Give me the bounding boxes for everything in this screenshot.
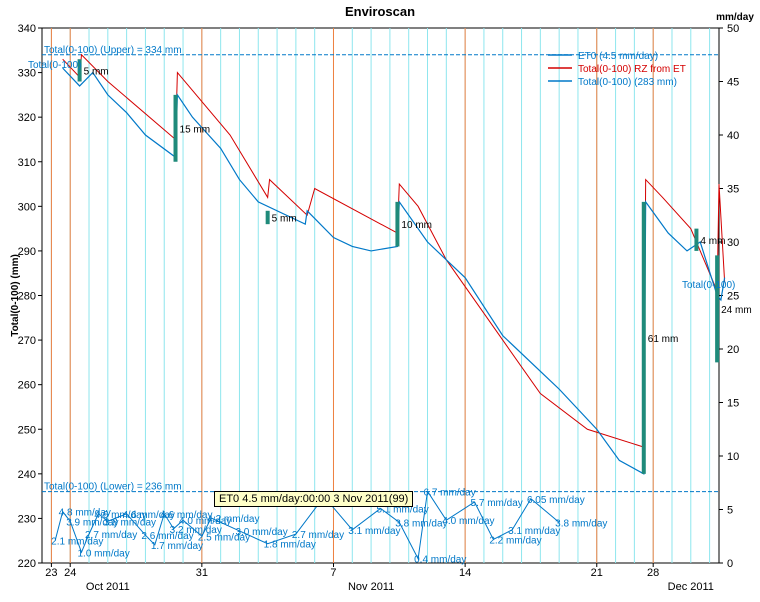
y2-tick-label: 5: [727, 505, 733, 517]
month-label: Oct 2011: [86, 581, 130, 593]
legend-label: Total(0-100) RZ from ET: [578, 64, 686, 75]
x-tick-label: 14: [459, 567, 471, 579]
irrigation-label: 5 mm: [84, 66, 109, 77]
month-label: Nov 2011: [348, 581, 394, 593]
et0-data-label: 3.8 mm/day: [104, 517, 156, 528]
et0-data-label: 3.8 mm/day: [395, 518, 447, 529]
irrigation-label: 10 mm: [401, 220, 432, 231]
y-tick-label: 320: [18, 112, 36, 124]
y-tick-label: 230: [18, 513, 36, 525]
y2-tick-label: 15: [727, 398, 739, 410]
y2-tick-label: 45: [727, 77, 739, 89]
y-tick-label: 310: [18, 157, 36, 169]
y-axis-label: Total(0-100) (mm): [10, 254, 21, 337]
et0-data-label: 3.2 mm/day: [170, 525, 222, 536]
et0-data-label: 3.0 mm/day: [235, 527, 287, 538]
et0-data-label: 5.7 mm/day: [471, 498, 523, 509]
et0-data-label: 5.1 mm/day: [377, 504, 429, 515]
y2-axis-label: mm/day: [716, 12, 754, 23]
et0-data-label: 2.6 mm/day: [141, 531, 193, 542]
et0-data-label: 4.6 mm/day: [123, 510, 175, 521]
y2-tick-label: 30: [727, 237, 739, 249]
et0-data-label: 3.1 mm/day: [348, 526, 400, 537]
et0-data-label: 3.9 mm/day: [66, 517, 118, 528]
et0-data-label: 1.7 mm/day: [151, 541, 203, 552]
x-tick-label: 28: [647, 567, 659, 579]
y2-tick-label: 20: [727, 344, 739, 356]
et0-data-label: 3.1 mm/day: [508, 526, 560, 537]
legend-label: ET0 (4.5 mm/day): [578, 51, 658, 62]
et0-data-label: 2.5 mm/day: [198, 532, 250, 543]
plot-area: [41, 27, 720, 564]
legend-label: Total(0-100) (283 mm): [578, 77, 677, 88]
x-tick-label: 7: [330, 567, 336, 579]
x-tick-label: 31: [196, 567, 208, 579]
et0-data-label: 2.7 mm/day: [85, 530, 137, 541]
et0-data-label: 4.0 mm/day: [179, 516, 231, 527]
series-end-label: Total(0-100): [682, 280, 735, 291]
et0-data-label: 3.8 mm/day: [555, 518, 607, 529]
x-tick-label: 21: [591, 567, 603, 579]
irrigation-label: 15 mm: [180, 124, 211, 135]
reference-line-label: Total(0-100) (Upper) = 334 mm: [44, 45, 182, 56]
y2-tick-label: 25: [727, 291, 739, 303]
y-tick-label: 280: [18, 291, 36, 303]
et0-data-label: 1.0 mm/day: [77, 548, 129, 559]
et0-data-label: 2.1 mm/day: [51, 537, 103, 548]
y-tick-label: 290: [18, 246, 36, 258]
y-tick-label: 330: [18, 68, 36, 80]
x-tick-label: 23: [45, 567, 57, 579]
chart-title: Enviroscan: [345, 4, 415, 19]
et0-data-label: 4.8 mm/day: [59, 508, 111, 519]
y-tick-label: 300: [18, 201, 36, 213]
y2-tick-label: 0: [727, 558, 733, 570]
x-tick-label: 24: [64, 567, 76, 579]
y2-tick-label: 35: [727, 184, 739, 196]
y-tick-label: 340: [18, 23, 36, 35]
et0-data-label: 2.7 mm/day: [292, 530, 344, 541]
y-tick-label: 270: [18, 335, 36, 347]
y2-tick-label: 40: [727, 130, 739, 142]
et0-data-label: 2.2 mm/day: [489, 535, 541, 546]
series-start-label: Total(0-100): [28, 60, 81, 71]
irrigation-label: 4 mm: [700, 236, 725, 247]
y-tick-label: 220: [18, 558, 36, 570]
irrigation-label: 5 mm: [272, 213, 297, 224]
soil-water-line: [62, 67, 726, 475]
y-tick-label: 260: [18, 380, 36, 392]
et0-line: [54, 489, 560, 561]
irrigation-label: 61 mm: [648, 334, 679, 345]
et0-data-label: 1.8 mm/day: [264, 540, 316, 551]
y2-tick-label: 50: [727, 23, 739, 35]
irrigation-label: 24 mm: [721, 305, 752, 316]
et0-data-label: 4.6 mm/day: [94, 510, 146, 521]
hover-tooltip: ET0 4.5 mm/day:00:00 3 Nov 2011(99): [214, 491, 414, 507]
et0-data-label: 6.7 mm/day: [424, 487, 476, 498]
et0-data-label: 4.0 mm/day: [442, 516, 494, 527]
y2-tick-label: 10: [727, 451, 739, 463]
et0-data-label: 0.4 mm/day: [414, 555, 466, 566]
et0-data-label: 4.6 mm/day: [160, 510, 212, 521]
reference-line-label: Total(0-100) (Lower) = 236 mm: [44, 482, 182, 493]
month-label: Dec 2011: [668, 581, 714, 593]
y-tick-label: 250: [18, 424, 36, 436]
et0-data-label: 4.2 mm/day: [207, 514, 259, 525]
et0-data-label: 6.05 mm/day: [527, 495, 585, 506]
y-tick-label: 240: [18, 469, 36, 481]
